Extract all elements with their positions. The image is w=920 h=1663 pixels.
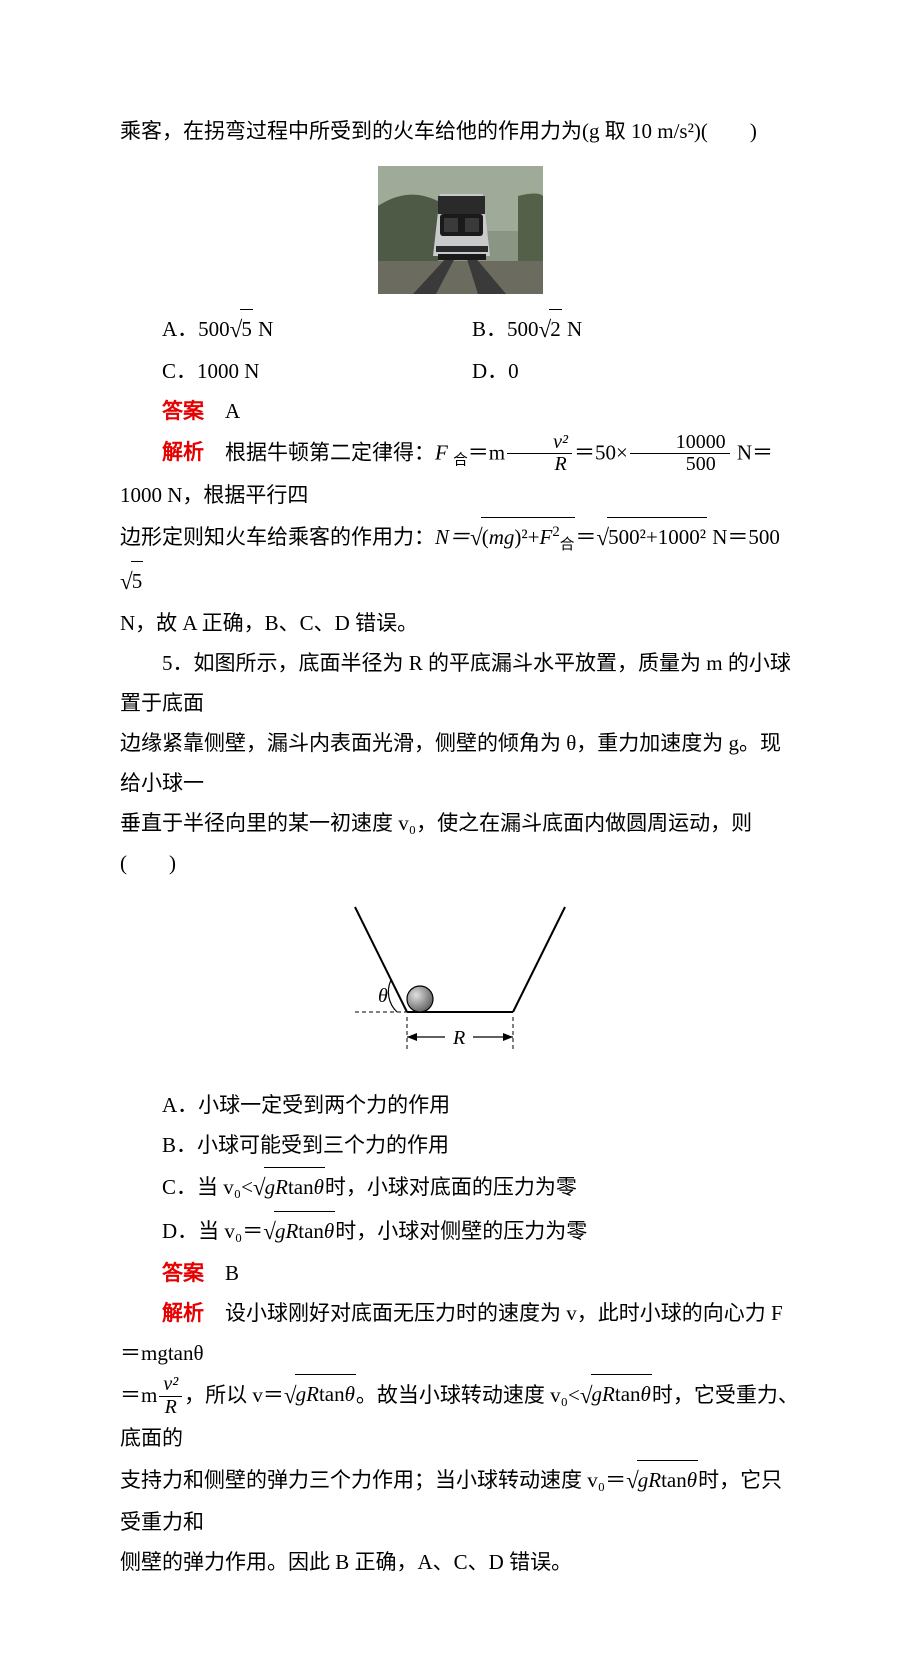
q5-explain-4: 侧壁的弹力作用。因此 B 正确，A、C、D 错误。 [120,1543,800,1583]
q4-choices: A．5005 N B．5002 N C．1000 N D．0 [162,308,800,392]
choice-A: A．小球一定受到两个力的作用 [162,1086,800,1126]
choice-B: B．5002 N [472,308,702,352]
q4-explain: 解析根据牛顿第二定律得：F 合＝mv²R＝50×10000500 N＝1000 … [120,432,800,517]
svg-text:R: R [452,1027,465,1049]
q5-explain-2: ＝mv²R，所以 v＝gRtanθ。故当小球转动速度 v₀<gRtanθ时，它受… [120,1374,800,1459]
q5-answer: 答案B [162,1254,800,1294]
q5-stem3: 垂直于半径向里的某一初速度 v₀，使之在漏斗底面内做圆周运动，则( ) [120,804,800,884]
q4-stem: 乘客，在拐弯过程中所受到的火车给他的作用力为(g 取 10 m/s²)( ) [120,112,800,152]
q4-explain-3: N，故 A 正确，B、C、D 错误。 [120,604,800,644]
svg-text:θ: θ [378,985,388,1007]
train-photo [378,166,543,294]
choice-C: C．1000 N [162,352,472,392]
choice-D: D．当 v₀＝gRtanθ时，小球对侧壁的压力为零 [162,1210,800,1254]
q4-answer: 答案A [162,392,800,432]
choice-D: D．0 [472,352,702,392]
q4-explain-2: 边形定则知火车给乘客的作用力：N＝(mg)²+F2合＝500²+1000² N＝… [120,516,800,604]
explain-label: 解析 [162,1301,204,1325]
explain-label: 解析 [162,440,204,464]
funnel-diagram: θ R [345,897,575,1072]
q5-stem2: 边缘紧靠侧壁，漏斗内表面光滑，侧壁的倾角为 θ，重力加速度为 g。现给小球一 [120,724,800,804]
choice-B: B．小球可能受到三个力的作用 [162,1126,800,1166]
answer-label: 答案 [162,399,204,423]
choice-C: C．当 v₀<gRtanθ时，小球对底面的压力为零 [162,1166,800,1210]
q5-explain-3: 支持力和侧壁的弹力三个力作用；当小球转动速度 v₀＝gRtanθ时，它只受重力和 [120,1459,800,1543]
q5-choices: A．小球一定受到两个力的作用 B．小球可能受到三个力的作用 C．当 v₀<gRt… [162,1086,800,1254]
q5-explain-1: 解析设小球刚好对底面无压力时的速度为 v，此时小球的向心力 F＝mgtanθ [120,1294,800,1374]
choice-A: A．5005 N [162,308,472,352]
q5-stem: 5．如图所示，底面半径为 R 的平底漏斗水平放置，质量为 m 的小球置于底面 [120,644,800,724]
answer-label: 答案 [162,1261,204,1285]
